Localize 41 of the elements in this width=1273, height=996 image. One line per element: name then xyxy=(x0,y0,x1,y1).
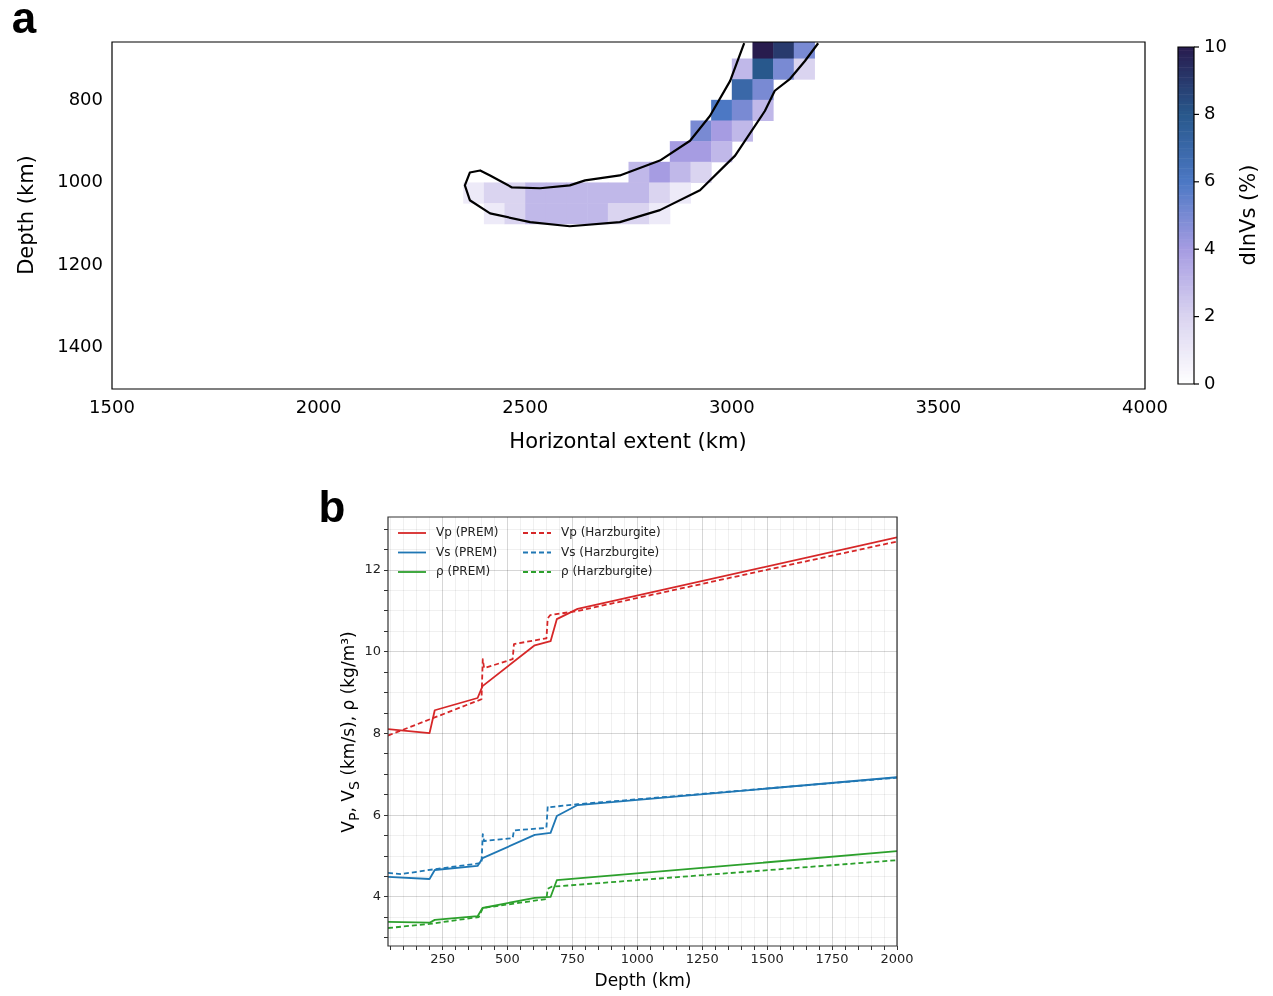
x-tick-label: 1750 xyxy=(815,951,849,967)
x-tick-label: 1250 xyxy=(685,951,719,967)
y-axis-title: Depth (km) xyxy=(14,155,38,275)
y-tick-label: 6 xyxy=(372,806,381,822)
color-bar-label: 0 xyxy=(1204,371,1216,393)
x-tick-label: 750 xyxy=(559,951,585,967)
legend-label: Vs (Harzburgite) xyxy=(561,544,660,559)
x-tick-label: 2500 xyxy=(502,396,549,418)
legend-label: Vp (Harzburgite) xyxy=(561,525,661,540)
x-tick-label: 2000 xyxy=(880,951,914,967)
y-tick-label: 12 xyxy=(364,561,381,577)
x-axis-title: Depth (km) xyxy=(594,970,692,990)
legend-label: Vp (PREM) xyxy=(436,525,499,540)
x-tick-label: 2000 xyxy=(295,396,342,418)
x-tick-label: 1500 xyxy=(89,396,135,418)
y-tick-label: 1200 xyxy=(57,252,103,274)
x-tick-label: 3000 xyxy=(708,396,755,418)
color-bar-title: dlnVs (%) xyxy=(1236,164,1260,266)
legend-label: ρ (PREM) xyxy=(436,564,491,579)
x-tick-label: 4000 xyxy=(1122,396,1168,418)
legend-label: ρ (Harzburgite) xyxy=(561,564,653,579)
color-bar-label: 6 xyxy=(1204,169,1216,191)
x-tick-label: 500 xyxy=(495,951,520,967)
color-bar-label: 4 xyxy=(1204,236,1216,258)
color-bar-label: 8 xyxy=(1204,102,1216,124)
x-tick-label: 3500 xyxy=(915,396,962,418)
y-tick-label: 8 xyxy=(372,724,381,740)
text: a xyxy=(11,0,37,43)
color-bar-label: 10 xyxy=(1204,34,1227,56)
y-tick-label: 4 xyxy=(372,888,381,904)
x-axis-title: Horizontal extent (km) xyxy=(509,429,747,453)
x-tick-label: 1500 xyxy=(750,951,784,967)
color-bar-label: 2 xyxy=(1204,304,1216,326)
y-tick-label: 1000 xyxy=(57,170,103,192)
x-tick-label: 1000 xyxy=(620,951,654,967)
legend-label: Vs (PREM) xyxy=(436,544,498,559)
y-tick-label: 1400 xyxy=(57,335,103,357)
y-tick-label: 800 xyxy=(68,87,103,109)
x-tick-label: 250 xyxy=(430,951,455,967)
y-tick-label: 10 xyxy=(364,643,381,659)
text: b xyxy=(318,482,346,532)
